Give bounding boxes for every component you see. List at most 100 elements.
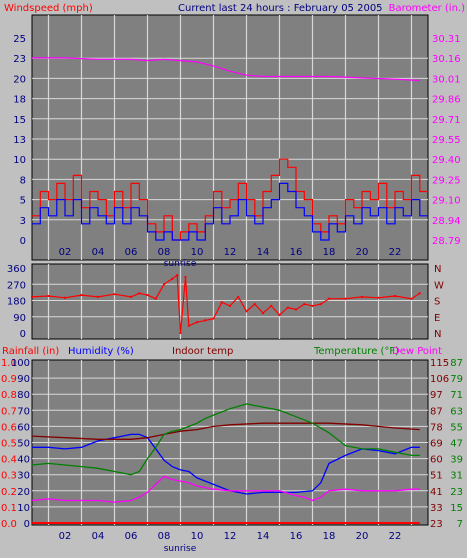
wind-direction-point	[154, 297, 157, 300]
indoor-temp-tick-label: 87	[430, 406, 443, 417]
wind-direction-point	[295, 308, 297, 311]
windspeed-tick-label: 13	[13, 135, 26, 146]
barometer-axis-title: Barometer (in.)	[389, 3, 465, 14]
temperature-tick-label: 7	[457, 519, 463, 530]
hour-tick-label: 22	[389, 531, 402, 542]
windspeed-tick-label: 20	[13, 74, 26, 85]
wind-direction-point	[184, 276, 187, 279]
panel2-grid	[32, 264, 428, 339]
wind-direction-point	[146, 294, 149, 297]
rainfall-tick-label: 0.3	[1, 471, 17, 482]
indoor-temp-tick-label: 23	[430, 519, 443, 530]
direction-degree-tick-label: 0	[20, 329, 26, 340]
direction-degree-tick-label: 360	[7, 264, 26, 275]
wind-direction-point	[344, 297, 347, 300]
windspeed-tick-label: 10	[13, 155, 26, 166]
humidity-axis-title: Humidity (%)	[68, 346, 134, 357]
direction-degree-tick-label: 180	[7, 297, 26, 308]
wind-direction-point	[163, 283, 165, 286]
hour-tick-label: 12	[224, 247, 237, 258]
hour-tick-label: 08	[158, 531, 171, 542]
hour-tick-label: 10	[191, 531, 204, 542]
hour-tick-label: 16	[290, 247, 303, 258]
windspeed-tick-label: 0	[20, 236, 26, 247]
dew-point-axis-title: Dew Point	[392, 346, 442, 357]
hour-tick-label: 04	[92, 247, 105, 258]
windspeed-tick-label: 15	[13, 115, 26, 126]
rainfall-tick-label: 0.0	[1, 519, 17, 530]
temperature-tick-label: 87	[450, 358, 463, 369]
dew-point-series-line	[31, 475, 420, 503]
panel1-series	[32, 57, 428, 241]
hour-tick-label: 16	[290, 531, 303, 542]
indoor-temp-series-line	[31, 422, 420, 440]
barometer-tick-label: 29.71	[432, 115, 461, 126]
wind-direction-point	[80, 294, 83, 297]
wind-direction-point	[278, 313, 281, 316]
wind-direction-point	[138, 292, 141, 295]
temperature-series-line	[31, 403, 420, 476]
indoor-temp-tick-label: 97	[430, 390, 443, 401]
hour-tick-label: 12	[224, 531, 237, 542]
barometer-tick-label: 29.40	[432, 155, 461, 166]
hour-tick-label: 20	[356, 247, 369, 258]
temperature-tick-label: 31	[450, 471, 463, 482]
rainfall-tick-label: 0.2	[1, 487, 17, 498]
temperature-tick-label: 79	[450, 374, 463, 385]
humidity-tick-label: 80	[17, 390, 30, 401]
humidity-tick-label: 40	[17, 455, 30, 466]
indoor-temp-tick-label: 41	[430, 487, 443, 498]
indoor-temp-tick-label: 115	[430, 358, 449, 369]
temperature-tick-label: 39	[450, 455, 463, 466]
wind-direction-point	[418, 292, 421, 295]
temperature-tick-label: 71	[450, 390, 463, 401]
wind-direction-point	[212, 317, 215, 320]
humidity-series-line	[32, 433, 420, 495]
wind-direction-point	[319, 303, 322, 306]
hour-tick-label: 18	[323, 531, 336, 542]
wind-direction-point	[311, 304, 314, 307]
wind-direction-point	[204, 319, 207, 322]
barometer-tick-label: 29.55	[432, 135, 461, 146]
rainfall-tick-label: 0.5	[1, 439, 17, 450]
rainfall-tick-label: 0.4	[1, 455, 17, 466]
temperature-axis-title: Temperature (°F)	[313, 346, 399, 357]
hour-tick-label: 08	[158, 247, 171, 258]
barometer-tick-label: 30.16	[432, 54, 461, 65]
hour-tick-label: 14	[257, 531, 270, 542]
barometer-tick-label: 28.79	[432, 236, 461, 247]
indoor-temp-tick-label: 78	[430, 422, 443, 433]
wind-direction-point	[361, 295, 363, 298]
wind-direction-point	[97, 295, 99, 298]
barometer-tick-label: 30.31	[432, 34, 461, 45]
barometer-tick-label: 29.25	[432, 175, 461, 186]
humidity-tick-label: 10	[17, 503, 30, 514]
windspeed-tick-label: 23	[13, 54, 26, 65]
windspeed-tick-label: 3	[20, 216, 26, 227]
wind-direction-point	[196, 321, 198, 324]
temperature-tick-label: 23	[450, 487, 463, 498]
hour-tick-label: 18	[323, 247, 336, 258]
rainfall-tick-label: 0.6	[1, 422, 17, 433]
rainfall-tick-label: 0.8	[1, 390, 17, 401]
direction-degree-tick-label: 90	[13, 313, 26, 324]
compass-tick-label: W	[434, 280, 444, 291]
windspeed-axis-title: Windspeed (mph)	[4, 3, 93, 14]
wind-direction-point	[270, 304, 273, 307]
wind-direction-point	[394, 294, 396, 297]
indoor-temp-tick-label: 60	[430, 455, 443, 466]
indoor-temp-tick-label: 51	[430, 471, 443, 482]
wind-direction-point	[113, 293, 116, 296]
sunrise-label-top: sunrise	[164, 259, 197, 269]
rainfall-axis-title: Rainfall (in)	[2, 346, 59, 357]
hour-tick-label: 02	[59, 247, 72, 258]
indoor-temp-tick-label: 33	[430, 503, 443, 514]
wind-direction-point	[377, 296, 380, 299]
barometer-series-line	[32, 57, 420, 82]
sunrise-label-bottom: sunrise	[164, 544, 197, 554]
panel1-axes: 0 3 5 8 10 13 15 18 20 23 25 28.79 28.94 29.10 29.25 29…	[13, 34, 460, 258]
windspeed-tick-label: 8	[20, 175, 26, 186]
temperature-tick-label: 15	[450, 503, 463, 514]
windspeed-tick-label: 5	[20, 196, 26, 207]
